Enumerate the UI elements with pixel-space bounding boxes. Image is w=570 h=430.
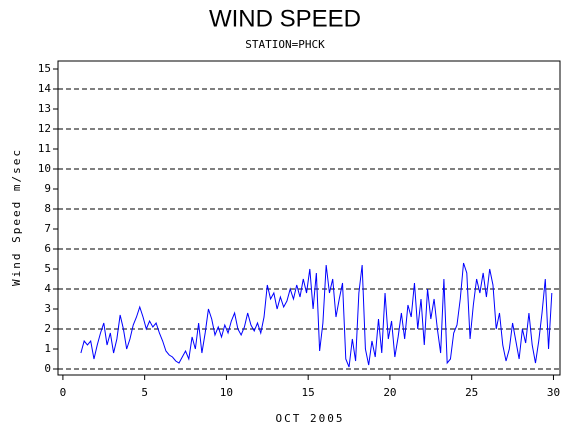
y-tick-label: 3 xyxy=(44,302,51,315)
y-tick-label: 1 xyxy=(44,342,51,355)
plot-frame xyxy=(57,60,561,376)
y-tick-label: 6 xyxy=(44,242,51,255)
x-tick-label: 30 xyxy=(547,386,560,399)
x-tick-label: 25 xyxy=(465,386,478,399)
y-tick-label: 12 xyxy=(38,122,51,135)
y-tick-label: 11 xyxy=(38,142,51,155)
y-tick-label: 8 xyxy=(44,202,51,215)
x-tick-label: 10 xyxy=(220,386,233,399)
y-tick-label: 2 xyxy=(44,322,51,335)
y-tick-label: 0 xyxy=(44,362,51,375)
y-axis-label: Wind Speed m/sec xyxy=(10,148,23,286)
x-axis-label: OCT 2005 xyxy=(276,412,345,425)
chart-title: WIND SPEED xyxy=(209,5,361,32)
y-tick-label: 15 xyxy=(38,62,51,75)
y-tick-label: 14 xyxy=(38,82,52,95)
x-tick-label: 0 xyxy=(60,386,67,399)
x-tick-label: 20 xyxy=(383,386,396,399)
y-tick-label: 5 xyxy=(44,262,51,275)
y-tick-label: 4 xyxy=(44,282,51,295)
chart-subtitle: STATION=PHCK xyxy=(245,38,325,51)
x-tick-label: 15 xyxy=(302,386,315,399)
y-tick-label: 10 xyxy=(38,162,51,175)
y-tick-label: 7 xyxy=(44,222,51,235)
y-tick-label: 9 xyxy=(44,182,51,195)
x-tick-label: 5 xyxy=(141,386,148,399)
y-tick-label: 13 xyxy=(38,102,51,115)
data-line xyxy=(80,262,553,368)
